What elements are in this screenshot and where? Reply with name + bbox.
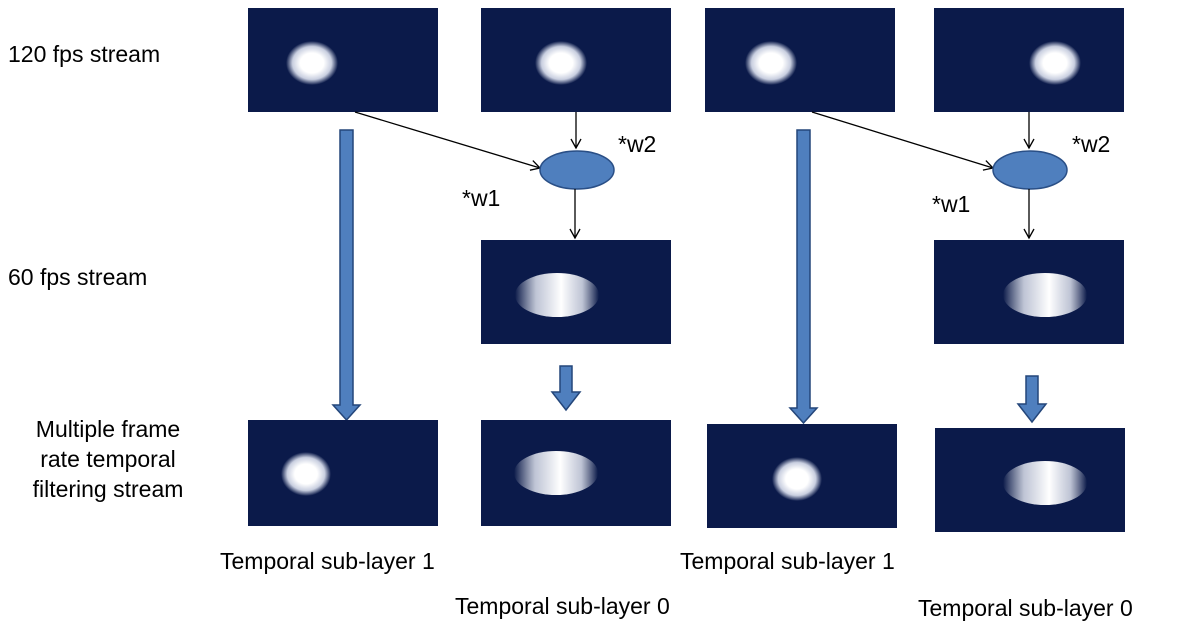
arrow-w1-right [811,111,995,171]
weight-w2-right: *w2 [1072,131,1110,157]
label-120fps: 120 fps stream [8,41,160,67]
block-arrow-sublayer0-left [550,365,582,412]
weight-w1-left: *w1 [462,185,500,211]
blurred-object [1003,461,1087,505]
block-arrow-sublayer1-left [331,129,362,422]
caption-sublayer0-left: Temporal sub-layer 0 [455,593,670,619]
blurred-object [1003,273,1087,317]
frame-bg [248,420,438,526]
weighted-sum-node-left [539,150,615,190]
caption-sublayer1-left: Temporal sub-layer 1 [220,548,435,574]
label-mfrtf-line3: filtering stream [33,476,184,502]
blurred-object [515,273,599,317]
object-blob [535,41,587,85]
label-60fps: 60 fps stream [8,264,147,290]
frame-60fps-2 [934,240,1124,344]
weight-w1-right: *w1 [932,191,970,217]
object-blob [286,41,338,85]
object-blob [281,452,331,496]
frame-bg [705,8,895,112]
frame-120fps-1 [248,8,438,112]
frame-60fps-1 [481,240,671,344]
blurred-object [514,451,598,495]
frame-120fps-2 [481,8,671,112]
frame-bg [248,8,438,112]
weight-w2-left: *w2 [618,131,656,157]
block-arrow-sublayer1-right [788,129,819,425]
weighted-sum-node-right [992,150,1068,190]
block-arrow-sublayer0-right [1016,375,1048,424]
frame-mfrtf-4 [935,428,1125,532]
frame-120fps-3 [705,8,895,112]
label-mfrtf-line1: Multiple frame [36,416,180,442]
frame-bg [934,8,1124,112]
frame-mfrtf-2 [481,420,671,526]
object-blob [1029,41,1081,85]
frame-120fps-4 [934,8,1124,112]
label-mfrtf-line2: rate temporal [40,446,176,472]
object-blob [745,41,797,85]
caption-sublayer1-right: Temporal sub-layer 1 [680,548,895,574]
frame-mfrtf-1 [248,420,438,526]
arrow-w1-left [354,111,542,171]
caption-sublayer0-right: Temporal sub-layer 0 [918,595,1133,621]
frame-mfrtf-3 [707,424,897,528]
object-blob [772,457,822,501]
